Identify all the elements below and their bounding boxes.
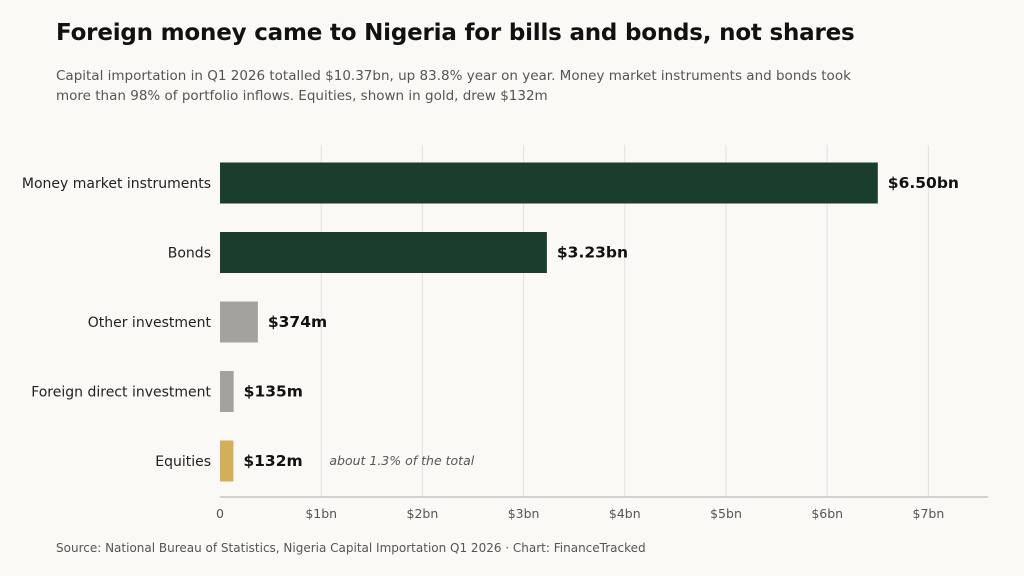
annotation-label: about 1.3% of the total — [329, 453, 474, 468]
category-label: Foreign direct investment — [31, 385, 211, 401]
x-tick-label: $2bn — [407, 506, 439, 521]
chart-subtitle: Capital importation in Q1 2026 totalled … — [56, 68, 851, 104]
x-tick-label: $4bn — [609, 506, 641, 521]
bar — [220, 440, 234, 482]
bar — [220, 232, 547, 273]
source-note: Source: National Bureau of Statistics, N… — [56, 541, 646, 555]
chart-title: Foreign money came to Nigeria for bills … — [56, 20, 855, 46]
bar — [220, 371, 234, 412]
x-tick-label: $1bn — [305, 506, 337, 521]
category-label: Equities — [155, 454, 211, 470]
category-label: Other investment — [88, 315, 212, 331]
category-label: Bonds — [168, 246, 211, 262]
bar — [220, 162, 878, 204]
x-tick-label: $6bn — [811, 506, 843, 521]
x-tick-label: $3bn — [508, 506, 540, 521]
value-label: $132m — [243, 452, 302, 470]
value-label: $135m — [244, 383, 303, 401]
value-label: $6.50bn — [888, 174, 959, 192]
x-tick-label: $5bn — [710, 506, 742, 521]
value-label: $374m — [268, 313, 327, 331]
x-tick-label: $7bn — [913, 506, 945, 521]
x-tick-label: 0 — [216, 506, 224, 521]
category-label: Money market instruments — [22, 176, 211, 192]
bar — [220, 301, 258, 343]
value-label: $3.23bn — [557, 244, 628, 262]
